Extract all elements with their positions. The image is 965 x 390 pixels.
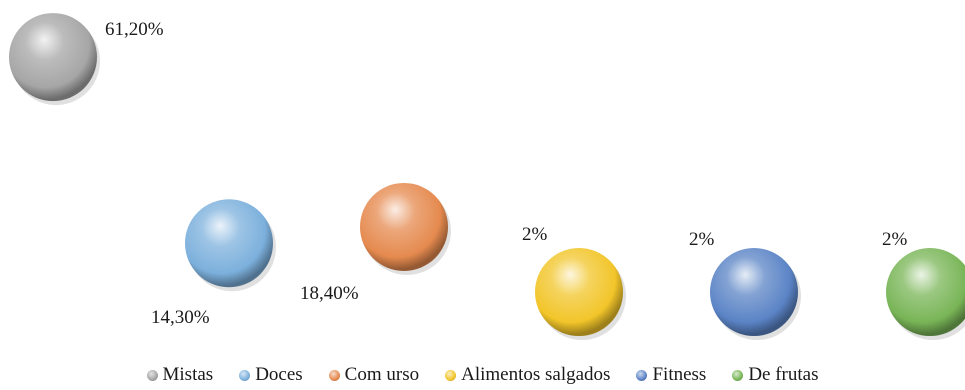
legend-label-mistas: Mistas (162, 364, 214, 385)
legend-label-doces: Doces (255, 364, 303, 385)
legend-item-mistas: Mistas (146, 364, 214, 386)
legend-label-fitness: Fitness (652, 364, 707, 385)
bubble-chart: 61,20% 14,30% 18,40% 2% 2% 2% (9, 13, 965, 341)
legend-item-doces: Doces (239, 364, 303, 386)
legend-marker-doces (239, 369, 251, 381)
legend-label-de-frutas: De frutas (748, 364, 819, 385)
legend-marker-mistas (146, 369, 158, 381)
bubble-com-urso (360, 182, 448, 271)
legend-marker-fitness (636, 369, 648, 381)
bubble-alimentos-salgados (535, 248, 623, 337)
legend-label-alimentos-salgados: Alimentos salgados (461, 364, 611, 385)
legend-label-com-urso: Com urso (344, 364, 420, 385)
legend-marker-de-frutas (732, 369, 744, 381)
data-label-fitness: 2% (689, 229, 715, 250)
legend-item-alimentos-salgados: Alimentos salgados (445, 364, 610, 386)
legend-marker-com-urso (328, 369, 340, 381)
legend-item-fitness: Fitness (636, 364, 706, 386)
bubble-mistas (9, 13, 97, 102)
data-label-mistas: 61,20% (105, 19, 164, 40)
bubble-doces (185, 199, 273, 288)
legend-marker-alimentos-salgados (445, 369, 457, 381)
bubble-de-frutas (886, 248, 965, 337)
chart-legend: Mistas Doces Com urso Alimentos salgados Fit… (0, 363, 965, 387)
legend-item-com-urso: Com urso (328, 364, 420, 386)
data-label-de-frutas: 2% (882, 229, 908, 250)
data-label-doces: 14,30% (151, 307, 210, 328)
legend-item-de-frutas: De frutas (732, 364, 819, 386)
data-label-alimentos-salgados: 2% (522, 224, 548, 245)
data-label-com-urso: 18,40% (300, 283, 359, 304)
bubble-fitness (710, 248, 798, 337)
